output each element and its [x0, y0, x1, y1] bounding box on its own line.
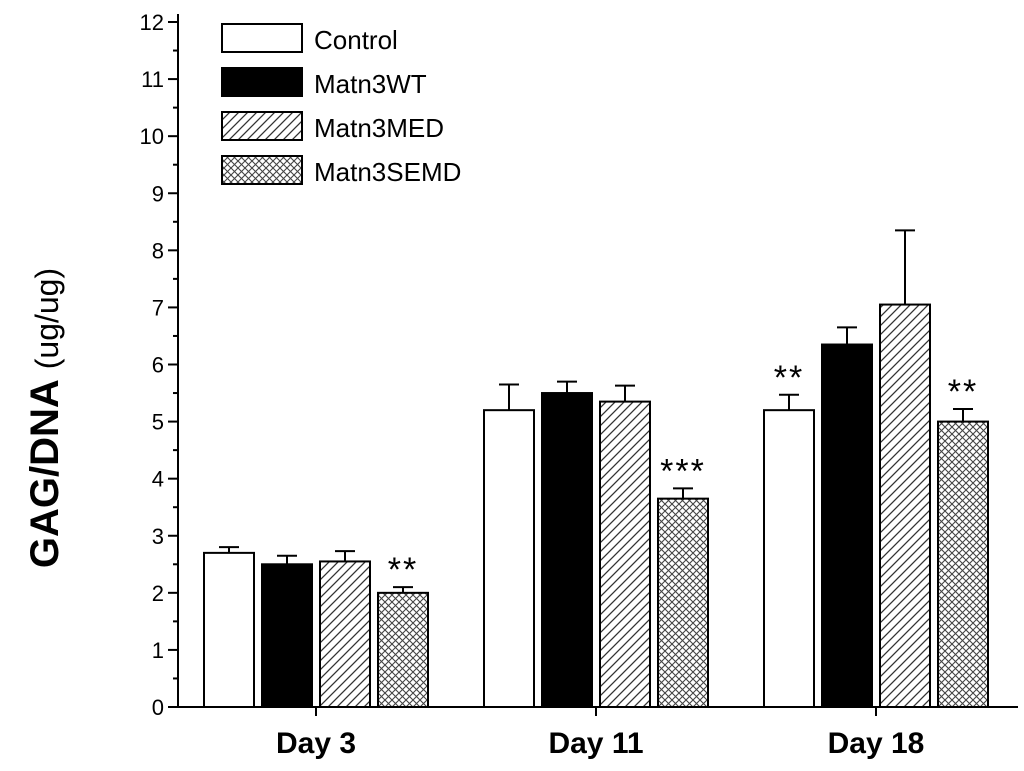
bar-control-day-3 — [203, 551, 255, 708]
bar-matn3med-day-11 — [599, 400, 651, 708]
y-tick-label: 11 — [141, 67, 164, 92]
bar-matn3med-day-18 — [879, 303, 931, 708]
y-tick-label: 7 — [152, 295, 164, 320]
x-category-label: Day 18 — [828, 727, 925, 760]
bar-matn3wt-day-18 — [821, 343, 873, 708]
bar-matn3med-day-3 — [319, 560, 371, 708]
y-tick-label: 12 — [140, 10, 164, 35]
legend-label-matn3wt: Matn3WT — [314, 69, 427, 99]
y-tick-label: 9 — [152, 181, 164, 206]
y-tick-label: 3 — [152, 524, 164, 549]
x-category-label: Day 3 — [276, 727, 356, 760]
y-tick-label: 1 — [152, 638, 164, 663]
y-tick-label: 10 — [140, 124, 164, 149]
y-tick-label: 5 — [152, 410, 164, 435]
y-tick-label: 6 — [152, 353, 164, 378]
bar-matn3wt-day-3 — [261, 563, 313, 709]
legend: Control Matn3WT Matn3MED Matn3SEMD — [221, 23, 461, 187]
y-tick-label: 8 — [152, 238, 164, 263]
y-axis-title-bold: GAG/DNA — [23, 379, 67, 568]
legend-swatch-matn3wt — [221, 67, 303, 97]
significance-marker: *** — [660, 452, 706, 490]
legend-label-matn3semd: Matn3SEMD — [314, 157, 461, 187]
y-tick-label: 2 — [152, 581, 164, 606]
y-axis-title: GAG/DNA (ug/ug) — [23, 268, 67, 568]
bar-control-day-11 — [483, 409, 535, 708]
legend-swatch-control — [221, 23, 303, 53]
legend-label-control: Control — [314, 25, 398, 55]
legend-swatch-matn3med — [221, 111, 303, 141]
bar-matn3semd-day-3 — [377, 591, 429, 708]
bar-matn3semd-day-18 — [937, 420, 989, 708]
bar-matn3wt-day-11 — [541, 392, 593, 708]
y-tick-label: 4 — [152, 467, 164, 492]
bar-control-day-18 — [763, 409, 815, 708]
y-tick-label: 0 — [152, 695, 164, 720]
bar-matn3semd-day-11 — [657, 497, 709, 709]
legend-swatch-matn3semd — [221, 155, 303, 185]
significance-marker: ** — [948, 373, 978, 411]
x-category-label: Day 11 — [548, 727, 643, 760]
significance-marker: ** — [388, 551, 418, 589]
legend-label-matn3med: Matn3MED — [314, 113, 444, 143]
significance-marker: ** — [774, 359, 804, 397]
y-axis-title-units: (ug/ug) — [29, 268, 65, 369]
